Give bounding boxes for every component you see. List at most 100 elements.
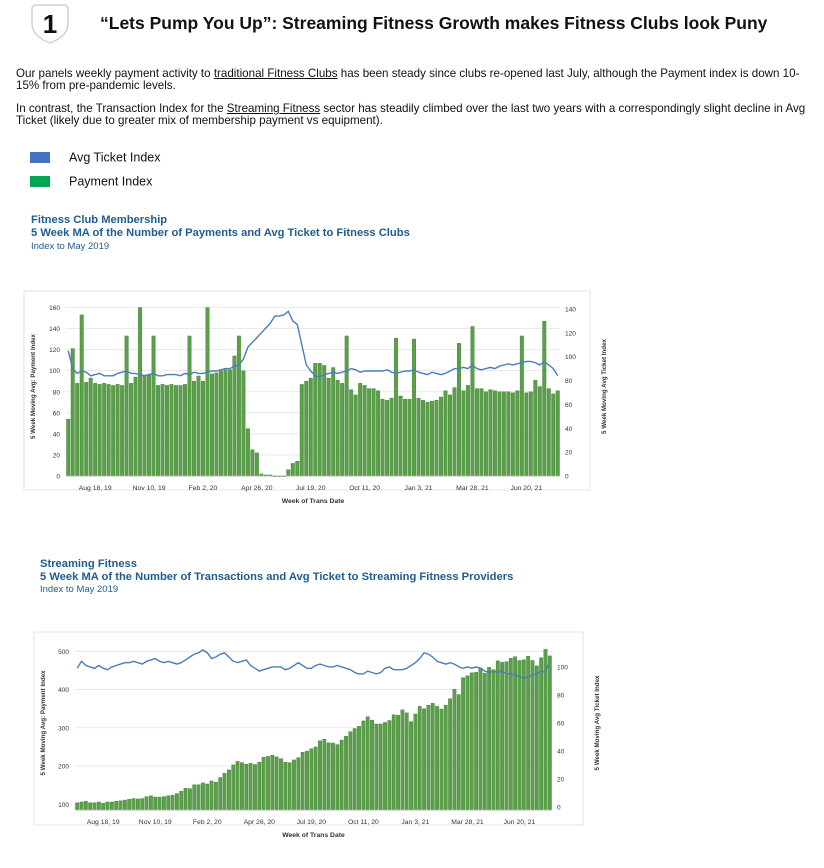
- chart1-bar: [340, 383, 345, 477]
- chart1-bar: [421, 399, 425, 477]
- chart1-bar: [245, 428, 250, 477]
- chart2-bar: [261, 757, 266, 811]
- legend-label-avg-ticket: Avg Ticket Index: [69, 150, 161, 165]
- chart1-y-tick-label: 80: [53, 389, 61, 396]
- badge-number: 1: [43, 9, 57, 39]
- chart2-bar: [430, 703, 435, 811]
- chart1-bar: [367, 388, 372, 477]
- chart1-y2-tick-label: 20: [565, 450, 573, 457]
- chart1-bar: [106, 384, 111, 477]
- chart1-bar: [362, 385, 367, 477]
- chart1-bar: [515, 390, 520, 477]
- chart2-bar: [266, 756, 270, 811]
- chart1-bar: [178, 385, 183, 477]
- chart1-y2-tick-label: 120: [565, 330, 576, 337]
- chart1-bar: [232, 355, 237, 477]
- chart2-x-tick-label: Mar 28, 21: [451, 819, 484, 826]
- chart2-bar: [188, 788, 192, 811]
- chart1-bar: [286, 469, 291, 477]
- chart2-bar: [292, 759, 296, 811]
- chart2-bar: [487, 667, 492, 811]
- chart2-bar: [370, 719, 374, 811]
- chart2-y-axis-title: 5 Week Moving Avg: Payment Index: [40, 670, 47, 776]
- chart1-bar: [394, 337, 399, 477]
- chart1-y2-tick-label: 80: [565, 378, 573, 385]
- chart1-y-tick-label: 0: [56, 474, 60, 481]
- chart2-x-tick-label: Aug 18, 19: [87, 819, 120, 826]
- chart1-bar: [304, 381, 309, 477]
- chart2-bar: [162, 796, 166, 811]
- chart1-bar: [268, 474, 273, 477]
- chart1-x-tick-label: Jul 19, 20: [296, 485, 326, 492]
- chart2-bar: [192, 784, 197, 811]
- chart1-y2-tick-label: 100: [565, 354, 576, 361]
- chart2-bar: [391, 714, 396, 811]
- chart1-bar: [416, 397, 421, 477]
- chart1-bar: [551, 393, 556, 477]
- chart2-bar: [287, 762, 292, 811]
- chart1-bar: [196, 375, 201, 477]
- chart1-bar: [79, 314, 84, 477]
- chart1-bar: [147, 374, 152, 477]
- chart1-bar: [111, 385, 116, 477]
- chart1-bar: [470, 326, 475, 477]
- chart1-bar: [497, 391, 502, 477]
- chart2-bar: [205, 783, 210, 811]
- chart2-x-tick-label: Apr 26, 20: [244, 819, 276, 826]
- chart2-bar: [196, 784, 201, 811]
- chart2-bar: [313, 746, 318, 811]
- chart2-bar: [253, 764, 257, 811]
- chart1-x-tick-label: Jan 3, 21: [405, 485, 433, 492]
- chart2-bar: [235, 761, 240, 811]
- chart1-bar: [335, 379, 340, 477]
- chart1-bar: [555, 390, 560, 477]
- chart1-x-tick-label: Apr 26, 20: [241, 485, 273, 492]
- chart2-bar: [218, 777, 223, 811]
- chart1-x-axis-title: Week of Trans Date: [282, 498, 345, 505]
- chart1-bar: [290, 463, 295, 477]
- chart2-bar: [231, 764, 236, 811]
- chart2-bar: [344, 735, 348, 811]
- paragraph-1-text-b: has been steady since clubs re-opened la…: [16, 67, 800, 92]
- link-streaming-fitness[interactable]: Streaming Fitness: [226, 102, 321, 115]
- chart1-y2-tick-label: 140: [565, 306, 576, 313]
- chart1-bar: [322, 365, 327, 477]
- chart1-avg-ticket-line: [67, 310, 559, 378]
- chart2-frame: [33, 631, 584, 826]
- chart2-avg-ticket-line: [76, 649, 551, 679]
- chart1-x-tick-label: Nov 10, 19: [133, 485, 166, 492]
- chart1-bar: [156, 385, 161, 477]
- chart2-bar: [309, 748, 314, 811]
- chart1-bar: [299, 384, 304, 477]
- chart1-x-tick-label: Feb 2, 20: [189, 485, 218, 492]
- chart1-x-tick-label: Mar 28, 21: [456, 485, 489, 492]
- chart2-bar: [283, 761, 288, 811]
- chart2-bar: [378, 723, 383, 811]
- chart1-bar: [430, 401, 434, 477]
- legend-item-avg-ticket: Avg Ticket Index: [30, 150, 161, 165]
- chart1-y2-axis-title: 5 Week Moving Avg Ticket Index: [601, 338, 608, 433]
- chart2-bar: [409, 721, 413, 811]
- chart1-y-tick-label: 120: [49, 347, 60, 354]
- chart1-bar: [277, 475, 282, 477]
- chart2-bar: [214, 781, 218, 811]
- chart2-bar: [175, 793, 179, 811]
- chart1-bar: [524, 392, 529, 477]
- page-title: “Lets Pump You Up”: Streaming Fitness Gr…: [100, 13, 768, 33]
- link-traditional-fitness-clubs[interactable]: traditional Fitness Clubs: [213, 67, 338, 80]
- chart2-x-tick-label: Jun 20, 21: [504, 819, 536, 826]
- chart2-bar: [517, 660, 522, 811]
- chart1-bar: [479, 388, 484, 477]
- chart2-bar: [374, 723, 379, 811]
- chart1-bar: [93, 383, 98, 477]
- chart1-bar: [448, 394, 452, 477]
- chart1-bar: [326, 377, 331, 477]
- chart2-bar: [300, 752, 305, 811]
- chart1-bar: [313, 363, 318, 477]
- chart1-bar: [425, 402, 430, 477]
- chart2-y2-tick-label: 40: [557, 749, 565, 756]
- chart2-bar: [352, 728, 357, 811]
- chart2-bar: [96, 801, 101, 811]
- chart1-bar: [183, 384, 187, 477]
